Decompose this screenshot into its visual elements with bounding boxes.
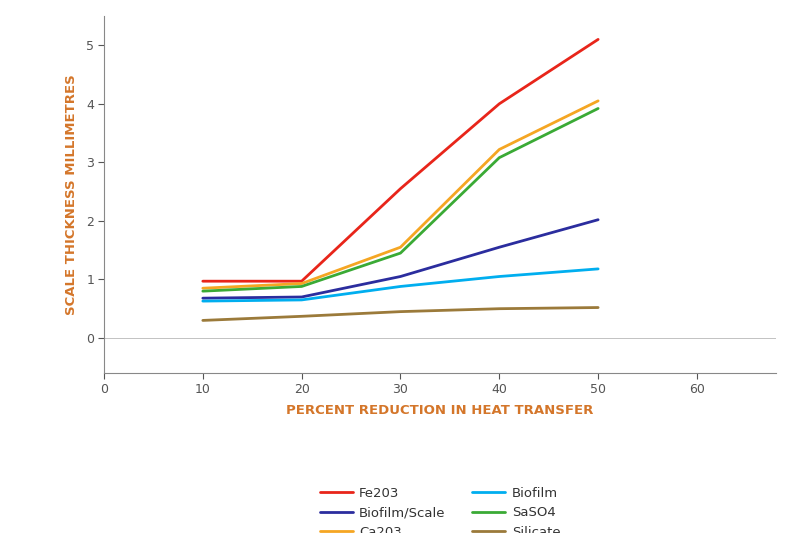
Legend: Fe203, Biofilm/Scale, Ca203, Biofilm, SaSO4, Silicate: Fe203, Biofilm/Scale, Ca203, Biofilm, Sa…	[320, 487, 560, 533]
X-axis label: PERCENT REDUCTION IN HEAT TRANSFER: PERCENT REDUCTION IN HEAT TRANSFER	[286, 404, 594, 417]
Y-axis label: SCALE THICKNESS MILLIMETRES: SCALE THICKNESS MILLIMETRES	[65, 74, 78, 315]
